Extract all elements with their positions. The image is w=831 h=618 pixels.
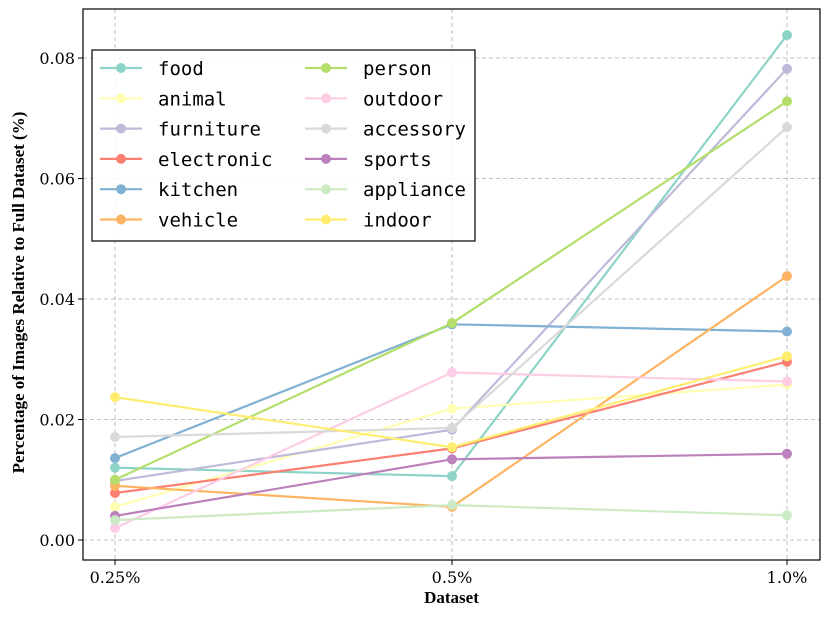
data-point-appliance	[110, 515, 120, 526]
legend-entry-outdoor: outdoor	[305, 88, 443, 110]
legend-marker	[116, 184, 126, 195]
data-point-kitchen	[110, 453, 120, 464]
legend-label: vehicle	[158, 210, 238, 232]
legend-label: accessory	[363, 119, 466, 141]
data-point-kitchen	[782, 326, 792, 337]
data-point-furniture	[782, 63, 792, 74]
legend-marker	[321, 123, 331, 134]
data-point-person	[782, 96, 792, 107]
legend-label: person	[363, 58, 432, 80]
data-point-food	[447, 471, 457, 482]
legend-entry-electronic: electronic	[100, 149, 272, 171]
legend-label: electronic	[158, 149, 272, 171]
legend-entry-accessory: accessory	[305, 119, 466, 141]
legend-entry-sports: sports	[305, 149, 432, 171]
y-tick-label: 0.02	[39, 411, 75, 430]
y-axis-ticks: 0.00 0.02 0.04 0.06 0.08	[39, 49, 83, 550]
legend-entry-animal: animal	[100, 88, 227, 110]
legend-entry-furniture: furniture	[100, 119, 261, 141]
x-axis-ticks: 0.25% 0.5% 1.0%	[90, 560, 808, 587]
series-points	[110, 30, 792, 533]
data-point-animal	[110, 501, 120, 512]
legend-marker	[116, 93, 126, 104]
data-point-indoor	[110, 392, 120, 403]
legend-frame	[91, 49, 476, 242]
x-axis-title: Dataset	[424, 588, 479, 607]
data-point-outdoor	[447, 367, 457, 378]
data-point-accessory	[782, 122, 792, 133]
legend-marker	[116, 63, 126, 73]
legend-entry-kitchen: kitchen	[100, 179, 238, 201]
legend-marker	[321, 93, 331, 104]
data-point-food	[782, 30, 792, 41]
data-point-sports	[782, 448, 792, 459]
legend-marker	[321, 63, 331, 73]
data-point-food	[110, 462, 120, 473]
legend-entry-person: person	[305, 58, 432, 80]
x-tick-label: 0.25%	[90, 568, 141, 587]
y-tick-label: 0.06	[39, 170, 75, 189]
legend-label: kitchen	[158, 179, 238, 201]
legend-label: food	[158, 58, 204, 80]
data-point-appliance	[447, 500, 457, 511]
data-point-animal	[447, 403, 457, 414]
legend-entry-indoor: indoor	[305, 210, 432, 232]
data-point-outdoor	[782, 376, 792, 387]
x-tick-label: 0.5%	[432, 568, 473, 587]
y-tick-label: 0.00	[39, 531, 75, 550]
data-point-accessory	[110, 432, 120, 442]
data-point-appliance	[782, 510, 792, 521]
data-point-indoor	[782, 351, 792, 362]
legend-label: appliance	[363, 179, 466, 201]
legend-marker	[321, 214, 331, 225]
legend-label: sports	[363, 149, 432, 171]
data-point-outdoor	[110, 523, 120, 533]
data-point-vehicle	[782, 271, 792, 282]
data-point-person	[110, 474, 120, 485]
legend: food animal furniture electronic kitchen vehi…	[91, 49, 476, 242]
data-point-electronic	[110, 488, 120, 498]
data-point-accessory	[447, 422, 457, 433]
data-point-sports	[447, 454, 457, 465]
legend-entry-food: food	[100, 58, 204, 80]
data-point-person	[447, 318, 457, 329]
y-axis-title: Percentage of Images Relative to Full Da…	[9, 112, 28, 474]
data-point-indoor	[447, 442, 457, 453]
legend-label: animal	[158, 88, 227, 110]
legend-label: indoor	[363, 210, 432, 232]
y-tick-label: 0.08	[39, 49, 75, 68]
legend-entry-vehicle: vehicle	[100, 210, 238, 232]
legend-marker	[321, 153, 331, 164]
legend-marker	[116, 153, 126, 164]
legend-marker	[321, 184, 331, 195]
legend-entry-appliance: appliance	[305, 179, 466, 201]
legend-marker	[116, 214, 126, 225]
legend-marker	[116, 123, 126, 134]
legend-label: furniture	[158, 119, 261, 141]
x-tick-label: 1.0%	[767, 568, 808, 587]
legend-label: outdoor	[363, 88, 443, 110]
y-tick-label: 0.04	[39, 290, 75, 309]
